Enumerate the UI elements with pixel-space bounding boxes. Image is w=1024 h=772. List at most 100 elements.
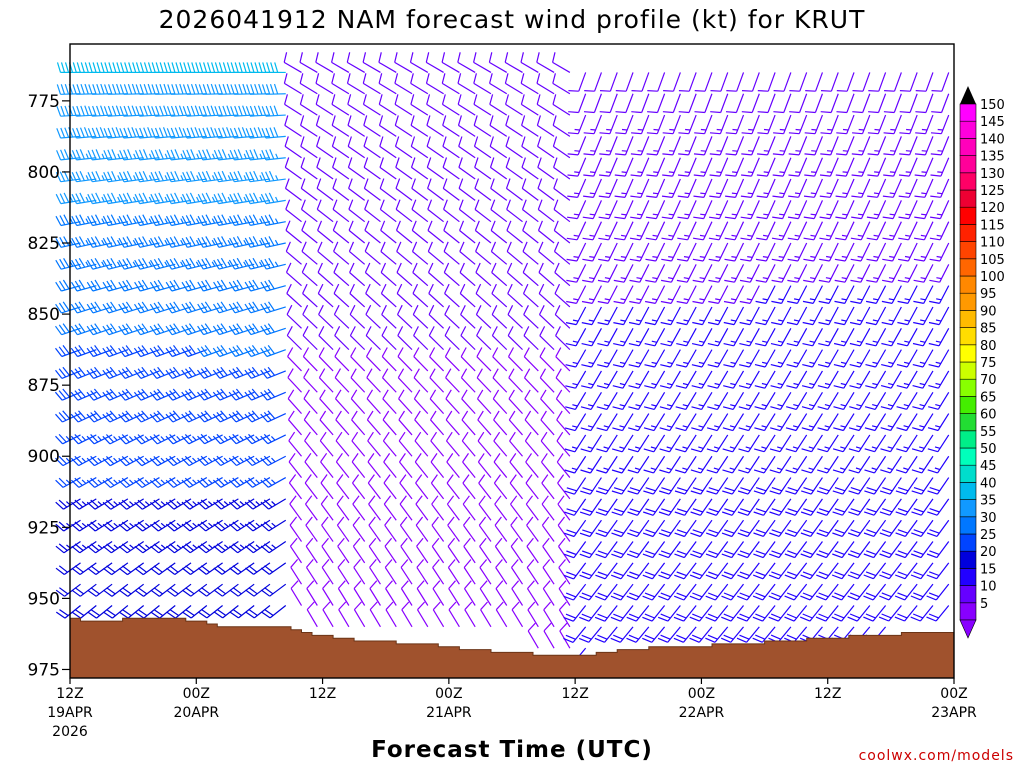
barb-flag [805, 91, 815, 92]
barb-flag [695, 112, 705, 113]
barb-half-flag [716, 214, 721, 215]
barb-flag [56, 194, 61, 203]
barb-flag [663, 112, 673, 113]
barb-half-flag [605, 257, 610, 258]
barb-half-flag [795, 172, 800, 173]
barb-flag [60, 194, 64, 203]
barb-half-flag [574, 235, 579, 236]
barb-half-flag [621, 193, 626, 194]
barb-flag [789, 91, 799, 92]
barb-flag [61, 150, 65, 160]
barb-flag [61, 128, 65, 138]
barb-half-flag [748, 193, 753, 194]
barb-half-flag [716, 257, 721, 258]
barb-half-flag [669, 193, 674, 194]
barb-half-flag [590, 172, 595, 173]
barb-half-flag [653, 172, 658, 173]
barb-half-flag [748, 130, 753, 131]
barb-flag [711, 91, 721, 92]
barb-half-flag [637, 235, 642, 236]
barb-half-flag [653, 235, 658, 236]
barb-flag [616, 112, 626, 113]
barb-flag [61, 84, 64, 94]
barb-half-flag [701, 130, 706, 131]
barb-half-flag [653, 151, 658, 152]
barb-flag [60, 216, 65, 225]
barb-half-flag [574, 151, 579, 152]
barb-half-flag [717, 151, 722, 152]
barb-half-flag [779, 257, 784, 258]
barb-half-flag [621, 235, 626, 236]
barb-half-flag [574, 193, 579, 194]
barb-half-flag [622, 172, 627, 173]
barb-flag [65, 149, 69, 159]
barb-half-flag [795, 214, 800, 215]
barb-half-flag [779, 193, 784, 194]
barb-flag [60, 237, 65, 246]
barb-half-flag [574, 214, 579, 215]
barb-flag [584, 91, 594, 92]
barb-half-flag [796, 130, 801, 131]
barb-flag [568, 91, 578, 92]
barb-flag [584, 112, 594, 113]
barb-flag [64, 171, 68, 181]
barb-flag [663, 91, 673, 92]
barb-flag [726, 91, 736, 92]
barb-flag [64, 258, 69, 267]
barb-flag [66, 62, 69, 72]
barb-half-flag [668, 257, 673, 258]
barb-half-flag [637, 193, 642, 194]
barb-half-flag [66, 436, 70, 440]
barb-half-flag [811, 130, 816, 131]
barb-flag [616, 91, 626, 92]
barb-half-flag [606, 130, 611, 131]
barb-half-flag [716, 235, 721, 236]
barb-half-flag [733, 130, 738, 131]
barb-half-flag [574, 172, 579, 173]
barb-half-flag [747, 257, 752, 258]
barb-flag [726, 112, 736, 113]
barb-half-flag [700, 235, 705, 236]
barb-half-flag [716, 193, 721, 194]
barb-half-flag [637, 172, 642, 173]
barb-half-flag [780, 130, 785, 131]
barb-flag [631, 112, 641, 113]
barb-half-flag [669, 130, 674, 131]
barb-half-flag [605, 235, 610, 236]
barb-half-flag [700, 214, 705, 215]
barb-half-flag [622, 130, 627, 131]
barb-flag [58, 62, 61, 72]
barb-half-flag [590, 214, 595, 215]
barb-flag [600, 112, 611, 113]
barb-half-flag [732, 151, 737, 152]
barb-flag [773, 112, 783, 113]
barb-half-flag [700, 257, 705, 258]
barb-flag [57, 128, 61, 138]
barb-half-flag [621, 214, 626, 215]
barb-flag [742, 112, 752, 113]
barb-flag [695, 91, 705, 92]
barb-flag [65, 106, 69, 116]
barb-half-flag [654, 130, 659, 131]
barb-half-flag [732, 235, 737, 236]
barb-half-flag [716, 172, 721, 173]
barb-half-flag [669, 172, 674, 173]
barb-half-flag [669, 151, 674, 152]
barb-half-flag [795, 151, 800, 152]
barb-half-flag [764, 193, 769, 194]
barb-half-flag [669, 214, 674, 215]
barb-half-flag [764, 151, 769, 152]
barb-half-flag [575, 130, 580, 131]
barb-flag [56, 216, 61, 225]
barb-half-flag [701, 172, 706, 173]
barb-half-flag [589, 257, 594, 258]
barb-flag [65, 128, 69, 138]
barb-flag [647, 91, 658, 92]
barb-half-flag [701, 151, 706, 152]
barb-flag [789, 112, 799, 113]
barb-half-flag [747, 235, 752, 236]
barb-half-flag [795, 235, 800, 236]
barb-flag [742, 91, 753, 92]
barb-flag [600, 91, 610, 92]
barb-flag [774, 91, 784, 92]
